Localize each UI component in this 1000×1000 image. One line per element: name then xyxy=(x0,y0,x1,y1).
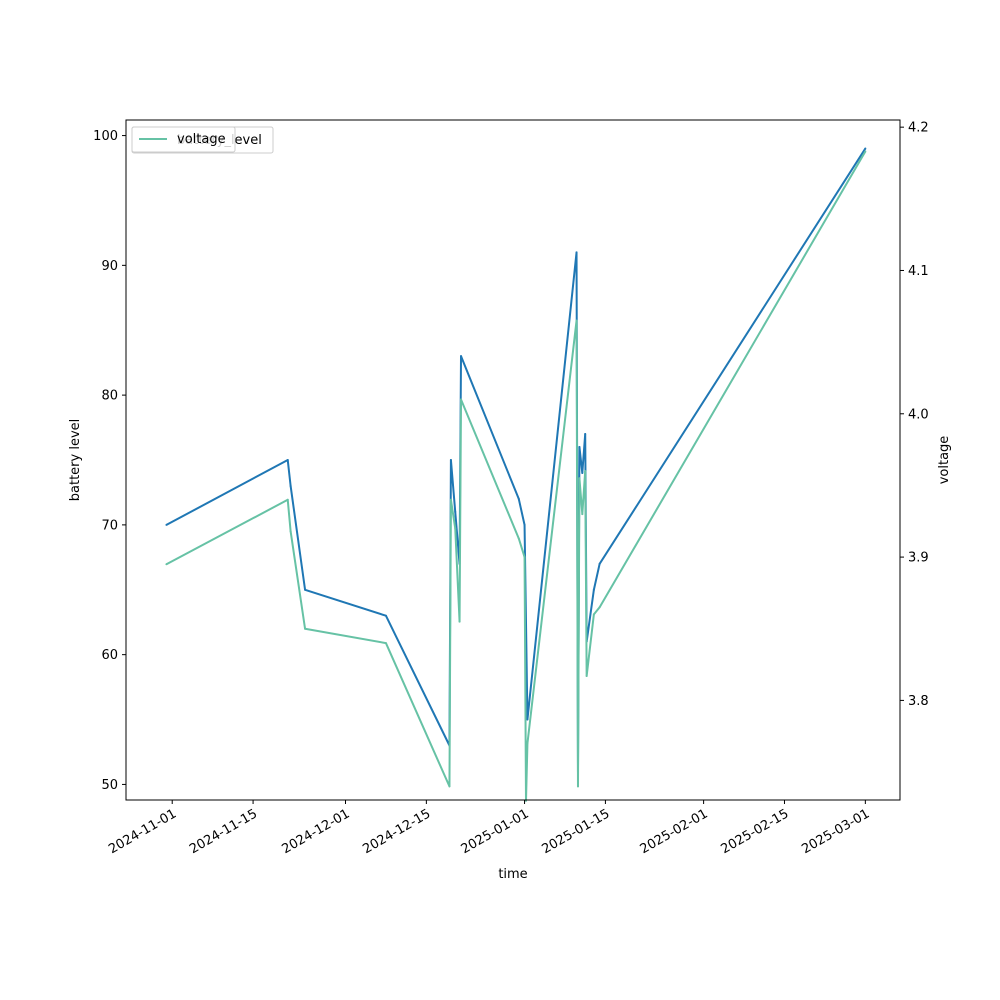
data-point-battery-level xyxy=(584,433,587,436)
y-axis-right: 3.8 3.9 4.0 4.1 4.2 xyxy=(900,121,929,709)
y-axis-right-label: voltage xyxy=(937,436,952,485)
data-point-voltage xyxy=(585,675,588,678)
data-point-voltage xyxy=(448,785,451,788)
data-point-voltage xyxy=(526,742,529,745)
x-tick-label: 2025-02-01 xyxy=(638,806,711,857)
data-point-voltage xyxy=(517,537,520,540)
data-point-voltage xyxy=(286,498,289,501)
data-point-battery-level xyxy=(517,497,520,500)
data-point-voltage xyxy=(576,785,579,788)
data-point-battery-level xyxy=(598,562,601,565)
y-right-tick-label: 4.1 xyxy=(908,264,929,279)
data-point-battery-level xyxy=(523,523,526,526)
data-point-voltage xyxy=(460,398,463,401)
x-tick-label: 2024-12-15 xyxy=(360,806,433,857)
x-axis: 2024-11-01 2024-11-15 2024-12-01 2024-12-15… xyxy=(106,800,872,857)
data-point-battery-level xyxy=(575,251,578,254)
plot-area xyxy=(126,120,900,800)
data-point-voltage xyxy=(289,530,292,533)
x-tick-label: 2025-01-15 xyxy=(539,806,612,857)
data-point-voltage xyxy=(165,563,168,566)
data-point-voltage xyxy=(575,319,578,322)
legend-label-voltage: voltage xyxy=(177,132,226,147)
y-right-tick-label: 3.8 xyxy=(908,694,929,709)
data-point-battery-level xyxy=(526,718,529,721)
y-right-tick-label: 4.2 xyxy=(908,121,929,136)
data-point-voltage xyxy=(304,627,307,630)
data-point-battery-level xyxy=(578,446,581,449)
legend-overlap-box xyxy=(131,126,236,153)
y-left-tick-label: 80 xyxy=(101,389,118,404)
plot-frame xyxy=(125,119,901,801)
data-point-voltage xyxy=(584,470,587,473)
x-tick-label: 2024-12-01 xyxy=(280,806,353,857)
y-left-tick-label: 50 xyxy=(101,778,118,793)
data-point-battery-level xyxy=(165,523,168,526)
data-point-voltage xyxy=(458,620,461,623)
data-point-battery-level xyxy=(592,588,595,591)
data-point-battery-level xyxy=(581,471,584,474)
y-left-tick-label: 90 xyxy=(101,259,118,274)
data-point-voltage xyxy=(581,513,584,516)
data-point-voltage xyxy=(449,498,452,501)
data-point-battery-level xyxy=(454,510,457,513)
y-left-tick-label: 100 xyxy=(93,129,118,144)
data-point-voltage xyxy=(454,527,457,530)
data-point-voltage xyxy=(598,606,601,609)
y-right-tick-label: 3.9 xyxy=(908,551,929,566)
data-point-battery-level xyxy=(384,614,387,617)
y-left-tick-label: 70 xyxy=(101,518,118,533)
x-tick-label: 2025-03-01 xyxy=(799,806,872,857)
x-tick-label: 2024-11-15 xyxy=(187,806,260,857)
data-point-battery-level xyxy=(289,484,292,487)
data-point-voltage xyxy=(592,613,595,616)
y-left-tick-label: 60 xyxy=(101,648,118,663)
data-point-battery-level xyxy=(460,355,463,358)
x-tick-label: 2025-01-01 xyxy=(459,806,532,857)
plot-background xyxy=(126,120,900,800)
legend: battery_level voltage xyxy=(131,126,274,154)
data-point-voltage xyxy=(523,556,526,559)
data-point-battery-level xyxy=(286,459,289,461)
data-point-voltage xyxy=(864,150,867,153)
x-tick-label: 2024-11-01 xyxy=(106,806,179,857)
data-point-battery-level xyxy=(449,459,452,461)
data-point-battery-level xyxy=(304,588,307,591)
y-axis-left: 50 60 70 80 90 100 xyxy=(93,129,126,793)
y-axis-left-label: battery level xyxy=(68,419,83,502)
series-layer xyxy=(165,147,867,802)
x-axis-label: time xyxy=(498,867,527,882)
y-right-tick-label: 4.0 xyxy=(908,407,929,422)
data-point-voltage xyxy=(578,477,581,480)
data-point-voltage xyxy=(384,642,387,645)
data-point-battery-level xyxy=(864,147,867,150)
x-tick-label: 2025-02-15 xyxy=(719,806,792,857)
